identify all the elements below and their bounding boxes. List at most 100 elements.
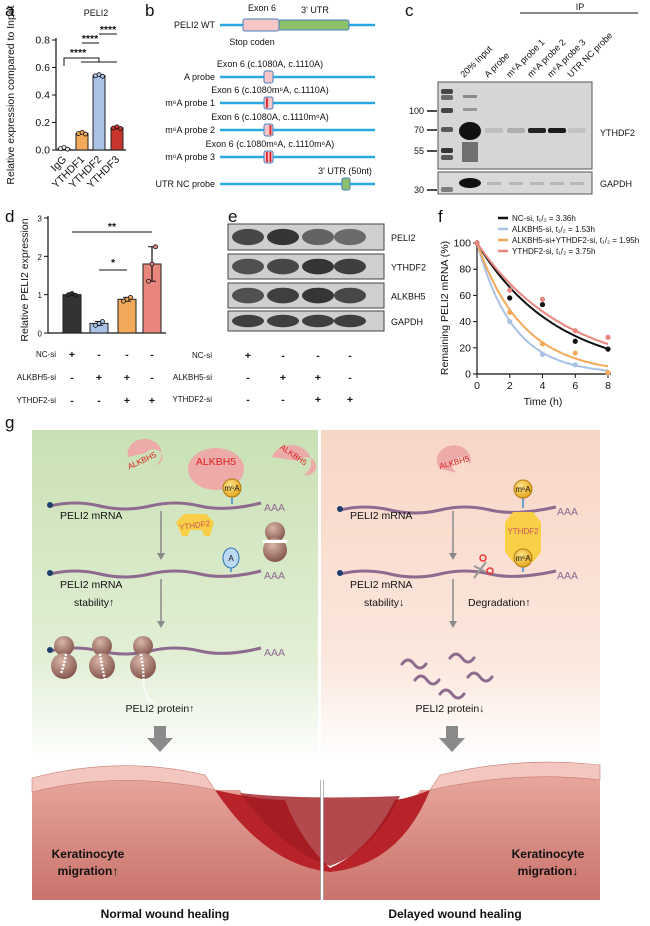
m6a-mark-icon [222,478,242,498]
stability-label-2: stability↑ [74,597,114,609]
stability-label-1: PELI2 mRNA [60,579,122,591]
legend-label: ALKBH5-si+YTHDF2-si, t₁/₂ = 1.95h [512,236,639,245]
y-tick-label: 20 [459,342,471,354]
x-tick-label: 2 [507,380,513,392]
panel-label-e: e [228,207,237,226]
probe-box [263,123,274,137]
alkbh5-icon [127,438,163,465]
y-axis-label: Remaining PELI2 mRNA (%) [439,241,451,375]
condition-sign: + [315,394,321,406]
ribosome-large-icon [263,538,287,562]
exon-6-box [242,18,280,32]
blot-band [302,314,334,328]
annotation-stop-codon: Stop coden [229,37,275,47]
m6a-label: m⁶A [515,485,531,494]
annotation-exon6: Exon 6 [248,3,276,13]
condition-sign: - [150,372,154,384]
poly-a-label: AAA [557,570,578,582]
significance-label: **** [70,47,87,59]
probe-annotation: Exon 6 (c.1080m⁶A, c.1110A) [211,85,328,95]
x-tick-label: 4 [540,380,546,392]
alkbh5-icon [272,444,317,476]
data-point-3 [572,328,578,334]
probe-annotation: Exon 6 (c.1080A, c.1110m⁶A) [211,112,328,122]
poly-a-label: AAA [264,570,285,582]
poly-a-label: AAA [264,502,285,514]
band-gapdh [487,182,501,185]
condition-sign: + [124,372,130,384]
right-background [321,430,600,760]
significance-bracket [63,57,117,66]
condition-sign: - [125,349,129,361]
data-point-0 [572,338,578,344]
ythdf2-label: YTHDF2 [507,527,539,536]
significance-label: ** [108,221,117,233]
probe-annotation: Exon 6 (c.1080m⁶A, c.1110m⁶A) [206,139,335,149]
poly-a-label: AAA [264,647,285,659]
row-label: UTR NC probe [155,179,215,189]
mrna-label: PELI2 mRNA [350,510,412,522]
data-point-1 [507,319,513,325]
band-input-minor [463,108,477,111]
gapdh-blot [437,171,593,195]
condition-sign: + [96,372,102,384]
condition-sign: - [70,372,74,384]
data-point-3 [605,334,611,340]
degraded-mrna-fragments [400,652,494,700]
data-point-0 [507,295,513,301]
data-point [118,126,123,131]
band-label: ALKBH5 [391,292,426,302]
y-axis-label: Relative expression compared to Input [5,5,17,184]
x-tick-label: 0 [474,380,480,392]
blot-band [302,258,334,275]
right-row-3: PELI2 mRNA stability↓ Degradation↑ [350,579,530,700]
blot-band [334,287,366,304]
condition-label: NC-si [36,350,56,359]
significance-label: **** [82,33,99,45]
blot-band [334,314,366,328]
data-point [96,321,102,326]
y-tick-label: 0.8 [35,35,50,47]
right-pathway: ALKBH5 m⁶A AAA PELI2 mRNA YTHDF2 m⁶A [337,445,578,752]
bar-0 [62,294,82,334]
band-ythdf2 [548,128,566,133]
bar-3 [110,127,124,151]
data-point-3 [507,287,513,293]
band-ythdf2 [568,128,586,133]
down-arrow-icon [147,726,173,752]
row-label: m⁶A probe 1 [165,98,215,108]
right-row-2: PELI2 mRNA YTHDF2 m⁶A AAA [337,510,578,582]
m6a-site-mark [266,152,268,162]
adenosine-label: A [228,554,234,563]
m6a-mark-icon [513,479,533,499]
mw-marker-label: 55 [414,146,424,156]
m6a-mark-icon [513,548,533,568]
ladder-band [441,108,453,113]
data-point [73,292,78,298]
condition-sign: + [124,395,130,407]
blot-band [267,228,299,246]
mw-marker-label: 70 [414,125,424,135]
chart-f-mrna-decay: 0 20 40 60 80 100 0 2 4 6 8 Time (h) Remaining PELI2… [439,214,639,408]
ip-label: IP [576,2,585,12]
band-label: YTHDF2 [391,263,426,273]
condition-sign: + [347,394,353,406]
blot-band [267,287,299,304]
degradation-label: Degradation↑ [468,597,530,609]
protein-label: PELI2 protein↓ [416,703,485,715]
ythdf2-icon [505,512,541,562]
row-label: PELI2 WT [174,20,216,30]
condition-sign: - [246,372,250,384]
data-point [83,131,88,137]
alkbh5-icon [436,445,471,473]
m6a-site-mark [269,125,272,135]
condition-sign: - [316,350,320,362]
m6a-site-mark [266,98,268,108]
data-point-2 [572,350,578,356]
migration-label-1: Keratinocyte [52,847,125,861]
band-input-gapdh [459,178,481,188]
x-axis-label: Time (h) [524,396,563,408]
mw-marker-label: 100 [409,106,424,116]
